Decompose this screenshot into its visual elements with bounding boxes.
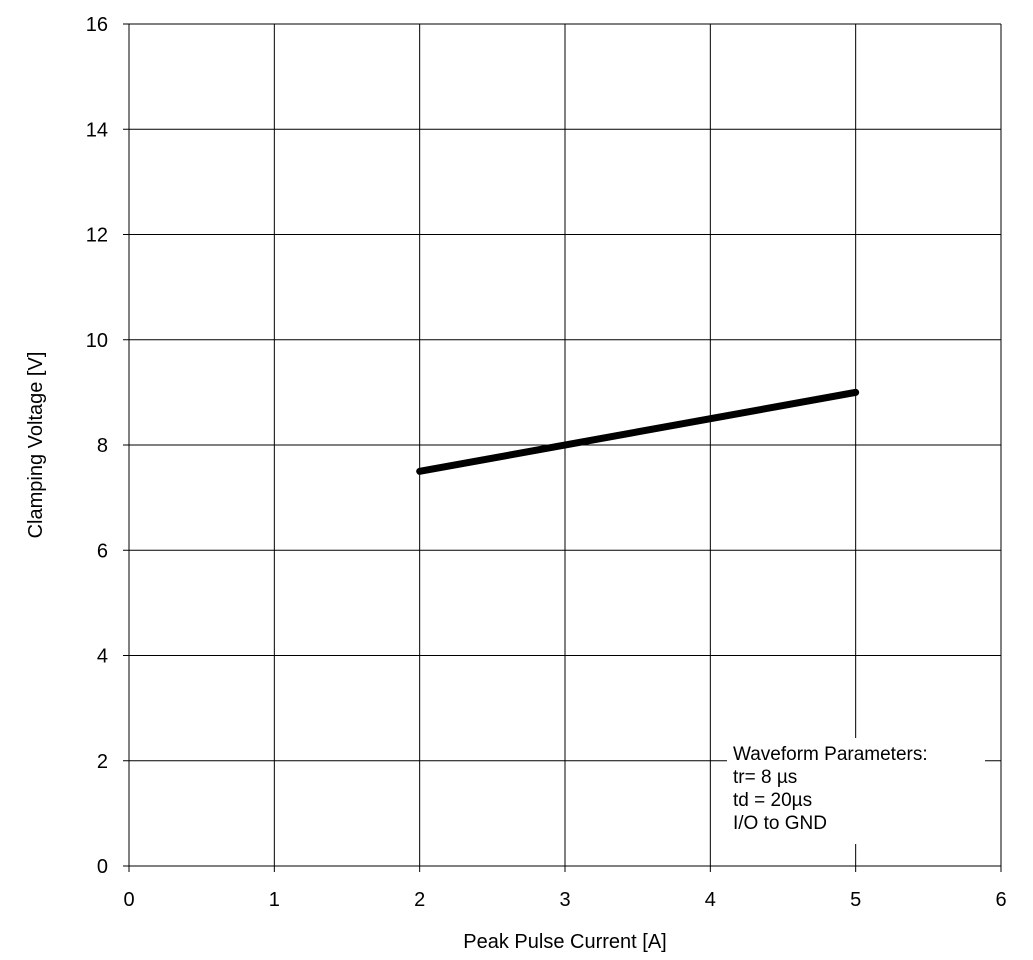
grid (129, 23, 1002, 866)
y-tick-label: 4 (97, 646, 108, 668)
x-tick-label: 0 (123, 889, 134, 911)
y-tick-label: 2 (97, 751, 108, 773)
y-tick-label: 10 (86, 330, 108, 352)
series-line (416, 388, 860, 475)
y-tick-label: 8 (97, 435, 108, 457)
x-tick-label: 1 (269, 889, 280, 911)
y-tick-label: 14 (86, 119, 108, 141)
series (416, 388, 860, 475)
y-tick-label: 0 (97, 856, 108, 878)
x-axis-label: Peak Pulse Current [A] (463, 931, 666, 953)
y-tick-label: 6 (97, 540, 108, 562)
x-tick-label: 6 (995, 889, 1006, 911)
y-tick-label: 16 (86, 14, 108, 36)
x-tick-label: 3 (559, 889, 570, 911)
x-tick-label: 2 (414, 889, 425, 911)
y-axis-label: Clamping Voltage [V] (25, 352, 47, 539)
annotation-line: tr= 8 µs (733, 767, 797, 788)
y-tick-label: 12 (86, 225, 108, 247)
x-tick-label: 5 (850, 889, 861, 911)
annotation-background (727, 738, 985, 844)
x-tick-label: 4 (705, 889, 716, 911)
annotation-line: I/O to GND (733, 813, 827, 834)
annotation-line: Waveform Parameters: (733, 744, 928, 765)
axes (123, 23, 1002, 872)
annotation-line: td = 20µs (733, 790, 812, 811)
